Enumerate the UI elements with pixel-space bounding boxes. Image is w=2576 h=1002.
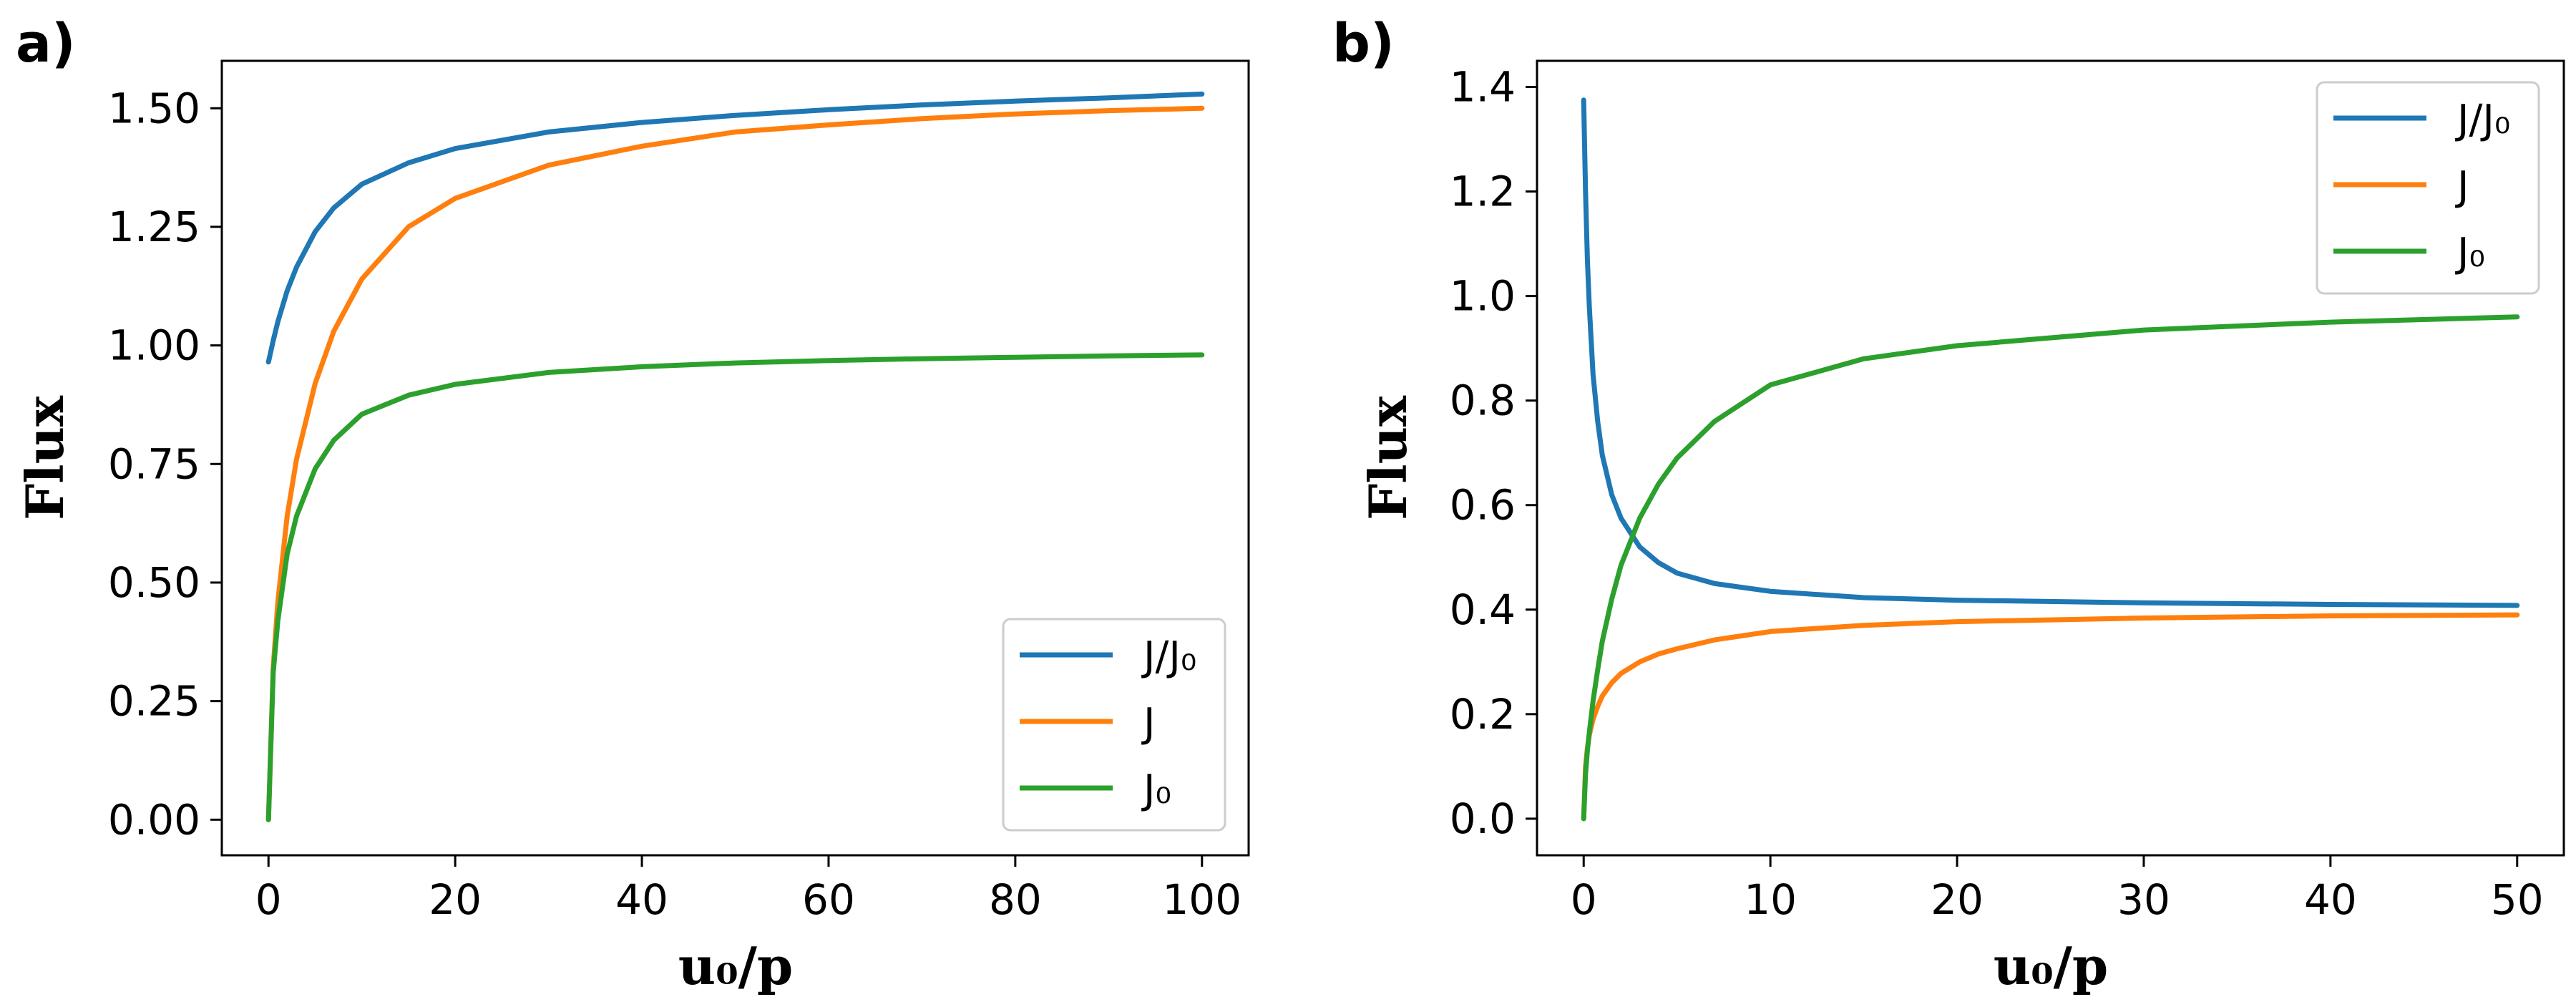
panel-a-legend: J/J₀ J J₀ (1002, 618, 1226, 832)
panel-b: b) 0 10 20 30 40 50 0.00.20.40.60.81.01.21.4 … (1332, 13, 2565, 996)
panel-b-y-tick-label: 1.4 (1450, 63, 1516, 112)
panel-a-x-tick-label: 0 (255, 875, 282, 924)
panel-b-y-tick-label: 1.2 (1450, 167, 1516, 216)
panel-a-x-tick-label: 100 (1162, 875, 1241, 924)
panel-b-y-axis: 0.0 0.2 0.4 0.6 0.8 1.0 1.2 1.4 (1450, 63, 1537, 843)
panel-b-y-tick-label: 0.4 (1450, 585, 1516, 634)
panel-a-x-axis-label: u₀/p (678, 935, 794, 996)
panel-a-y-tick-label: 0.25 (108, 677, 200, 726)
panel-b-x-tick-label: 10 (1744, 875, 1797, 924)
panel-b-legend-label-j: J (2455, 163, 2469, 210)
panel-a: a) 0 20 40 60 80 100 0.00 0.25 0.50 0.75 1.00 1.25… (14, 13, 1250, 996)
panel-a-x-axis: 0 20 40 60 80 100 (255, 855, 1241, 924)
panel-a-series (265, 91, 1205, 822)
panel-a-y-tick-label: 0.75 (108, 439, 200, 488)
panel-b-x-tick-label: 30 (2117, 875, 2170, 924)
panel-a-legend-label-j-over-j0: J/J₀ (1141, 633, 1196, 680)
panel-a-line-j0 (265, 352, 1205, 822)
panel-b-line-j0 (1581, 314, 2520, 822)
panel-b-y-axis-label: Flux (1357, 395, 1418, 520)
panel-a-y-tick-label: 1.00 (108, 321, 200, 370)
panel-a-x-tick-label: 80 (989, 875, 1042, 924)
panel-b-x-tick-label: 40 (2304, 875, 2357, 924)
panel-a-x-tick-label: 40 (615, 875, 668, 924)
panel-a-y-tick-label: 1.50 (108, 84, 200, 132)
panel-a-y-axis: 0.00 0.25 0.50 0.75 1.00 1.25 1.50 (108, 84, 222, 844)
panel-b-y-tick-label: 0.0 (1450, 794, 1516, 843)
panel-a-line-j-over-j0 (265, 91, 1205, 365)
panel-b-legend: J/J₀ J J₀ (2316, 81, 2540, 295)
panel-b-legend-label-j0: J₀ (2455, 230, 2485, 276)
panel-b-line-j-over-j0 (1581, 97, 2520, 608)
panel-b-series (1581, 97, 2520, 822)
panel-a-legend-box (1002, 618, 1226, 832)
panel-b-x-tick-label: 20 (1931, 875, 1984, 924)
panel-b-x-tick-label: 50 (2491, 875, 2544, 924)
panel-b-label: b) (1332, 13, 1395, 74)
panel-b-x-axis: 0 10 20 30 40 50 (1571, 855, 2544, 924)
panel-a-x-tick-label: 20 (429, 875, 482, 924)
panel-a-legend-label-j0: J₀ (1141, 767, 1171, 813)
panel-a-x-tick-label: 60 (802, 875, 855, 924)
panel-b-x-tick-label: 0 (1571, 875, 1597, 924)
panel-a-label: a) (16, 13, 76, 74)
panel-a-y-axis-label: Flux (14, 395, 75, 520)
panel-b-y-tick-label: 0.8 (1450, 376, 1516, 425)
panel-b-y-tick-label: 0.2 (1450, 690, 1516, 739)
panel-a-legend-label-j: J (1141, 700, 1156, 746)
panel-b-x-axis-label: u₀/p (1994, 935, 2109, 996)
panel-a-y-tick-label: 0.50 (108, 558, 200, 607)
panel-a-line-j (265, 105, 1205, 822)
panel-b-legend-label-j-over-j0: J/J₀ (2455, 97, 2510, 143)
panel-b-legend-box (2316, 81, 2540, 295)
panel-a-y-tick-label: 1.25 (108, 203, 200, 251)
panel-a-y-tick-label: 0.00 (108, 795, 200, 844)
panel-b-y-tick-label: 0.6 (1450, 481, 1516, 530)
panel-b-y-tick-label: 1.0 (1450, 272, 1516, 321)
